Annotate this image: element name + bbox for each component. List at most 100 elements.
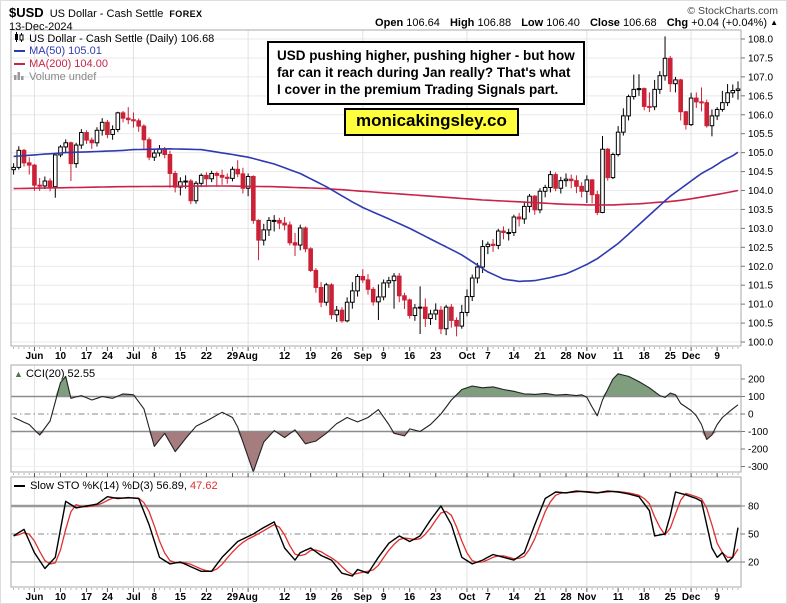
svg-text:10: 10 — [55, 351, 67, 362]
svg-text:24: 24 — [102, 351, 114, 362]
legend-ma50-row: MA(50) 105.01 — [14, 45, 214, 58]
low-label: Low — [521, 17, 544, 29]
svg-text:108.0: 108.0 — [748, 35, 773, 46]
annotation-line2: far can it reach during Jan really? That… — [277, 65, 571, 80]
svg-text:200: 200 — [748, 375, 765, 386]
svg-text:28: 28 — [560, 351, 572, 362]
svg-text:22: 22 — [201, 592, 213, 603]
legend-ma200-row: MA(200) 104.00 — [14, 58, 214, 71]
cci-area-icon: ▲ — [14, 369, 23, 379]
svg-text:9: 9 — [381, 592, 387, 603]
svg-text:10: 10 — [55, 592, 67, 603]
ma200-line-icon — [14, 58, 26, 71]
svg-text:Oct: Oct — [459, 592, 476, 603]
up-triangle-icon: ▲ — [770, 18, 778, 27]
quote-line: Open 106.64 High 106.88 Low 106.40 Close… — [368, 17, 778, 29]
legend-volume: Volume undef — [29, 71, 97, 83]
svg-text:12: 12 — [279, 592, 291, 603]
svg-text:21: 21 — [534, 351, 546, 362]
high-value: 106.88 — [477, 17, 512, 29]
svg-text:50: 50 — [748, 530, 760, 541]
exchange: FOREX — [169, 9, 203, 19]
svg-text:104.5: 104.5 — [748, 167, 773, 178]
svg-text:Sep: Sep — [354, 592, 372, 603]
price-legend: US Dollar - Cash Settle (Daily) 106.68 M… — [14, 32, 214, 84]
svg-text:106.0: 106.0 — [748, 110, 773, 121]
open-label: Open — [375, 17, 404, 29]
svg-text:Jun: Jun — [26, 592, 44, 603]
svg-text:26: 26 — [331, 592, 343, 603]
svg-text:12: 12 — [279, 351, 291, 362]
svg-text:100: 100 — [748, 392, 765, 403]
svg-text:19: 19 — [305, 592, 317, 603]
svg-text:8: 8 — [152, 351, 158, 362]
svg-text:11: 11 — [613, 351, 624, 362]
svg-text:101.5: 101.5 — [748, 281, 773, 292]
svg-text:22: 22 — [201, 351, 213, 362]
svg-text:107.0: 107.0 — [748, 72, 773, 83]
svg-text:14: 14 — [508, 592, 520, 603]
chart-header-line2: 13-Dec-2024 Open 106.64 High 106.88 Low … — [9, 17, 778, 33]
svg-text:80: 80 — [748, 502, 760, 513]
chart-header-line1: $USD US Dollar - Cash Settle FOREX © Stock… — [9, 4, 778, 20]
svg-text:0: 0 — [748, 410, 754, 421]
svg-text:25: 25 — [665, 592, 677, 603]
svg-text:18: 18 — [639, 351, 651, 362]
svg-text:18: 18 — [639, 592, 651, 603]
svg-text:106.5: 106.5 — [748, 91, 773, 102]
cci-legend-row: ▲ CCI(20) 52.55 — [14, 368, 95, 380]
svg-text:Jun: Jun — [26, 351, 44, 362]
close-label: Close — [589, 17, 620, 29]
sto-legend-row: Slow STO %K(14) %D(3) 56.89, 47.62 — [14, 480, 218, 492]
svg-text:Oct: Oct — [459, 351, 476, 362]
ma50-line-icon — [14, 45, 26, 58]
svg-text:26: 26 — [331, 351, 343, 362]
svg-text:8: 8 — [152, 592, 158, 603]
svg-text:107.5: 107.5 — [748, 53, 773, 64]
svg-text:-100: -100 — [748, 427, 768, 438]
close-value: 106.68 — [623, 17, 657, 29]
svg-text:Sep: Sep — [354, 351, 372, 362]
svg-text:105.0: 105.0 — [748, 148, 773, 159]
svg-text:Nov: Nov — [577, 351, 596, 362]
legend-ma50: MA(50) 105.01 — [29, 45, 102, 57]
chart-date: 13-Dec-2024 — [9, 21, 73, 33]
symbol: $USD — [9, 5, 44, 20]
svg-text:9: 9 — [714, 592, 720, 603]
svg-text:7: 7 — [485, 351, 491, 362]
svg-text:11: 11 — [613, 592, 624, 603]
sto-line-icon — [14, 484, 25, 487]
svg-text:Dec: Dec — [682, 592, 701, 603]
candlestick-icon — [14, 32, 26, 46]
svg-text:101.0: 101.0 — [748, 300, 773, 311]
svg-text:23: 23 — [430, 592, 442, 603]
svg-text:-300: -300 — [748, 462, 768, 473]
svg-text:21: 21 — [534, 592, 546, 603]
instrument-name: US Dollar - Cash Settle — [49, 8, 164, 20]
annotation-box: USD pushing higher, pushing higher - but… — [267, 41, 585, 105]
volume-bars-icon — [14, 71, 26, 84]
chg-label: Chg — [666, 17, 689, 29]
sto-legend-d: 47.62 — [186, 480, 218, 492]
svg-text:25: 25 — [665, 351, 677, 362]
svg-text:104.0: 104.0 — [748, 186, 773, 197]
svg-text:28: 28 — [560, 592, 572, 603]
svg-text:19: 19 — [305, 351, 317, 362]
svg-text:103.0: 103.0 — [748, 224, 773, 235]
annotation-line1: USD pushing higher, pushing higher - but… — [277, 48, 575, 63]
watermark-label: monicakingsley.co — [344, 108, 519, 136]
legend-ma200: MA(200) 104.00 — [29, 58, 108, 70]
svg-text:16: 16 — [404, 592, 416, 603]
svg-text:9: 9 — [381, 351, 387, 362]
svg-text:Jul: Jul — [126, 351, 141, 362]
svg-text:17: 17 — [81, 351, 93, 362]
svg-text:Jul: Jul — [126, 592, 141, 603]
svg-text:14: 14 — [508, 351, 520, 362]
svg-text:15: 15 — [175, 351, 187, 362]
svg-text:-200: -200 — [748, 445, 768, 456]
svg-text:23: 23 — [430, 351, 442, 362]
open-value: 106.64 — [406, 17, 440, 29]
cci-legend: CCI(20) 52.55 — [25, 368, 96, 380]
